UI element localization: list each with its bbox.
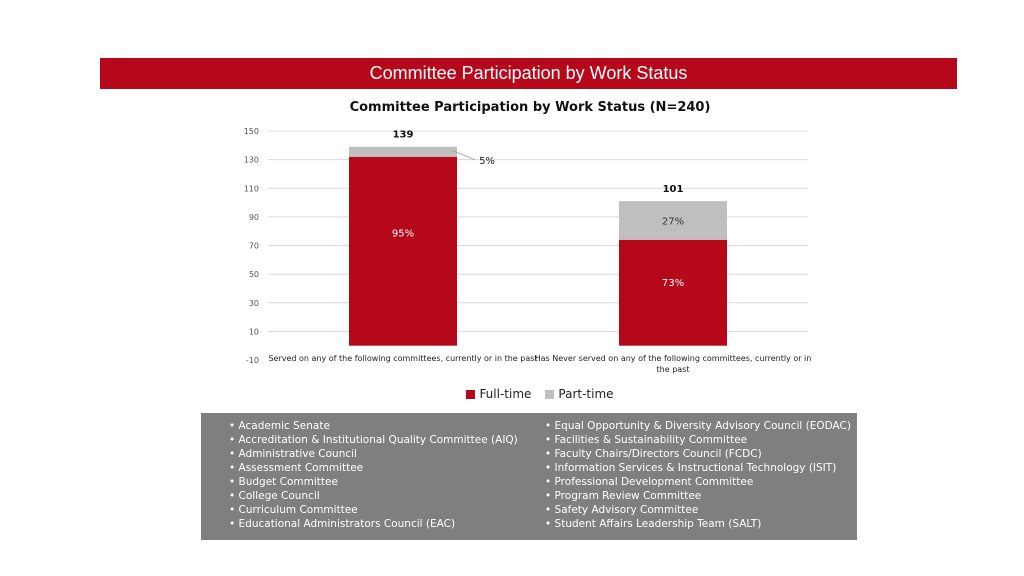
- y-tick-label: 10: [249, 327, 259, 336]
- legend-swatch-part-time: [545, 389, 555, 399]
- y-tick-label: 130: [244, 156, 259, 165]
- committee-item: Accreditation & Institutional Quality Co…: [229, 433, 518, 447]
- chart-legend: Full-time Part-time: [440, 387, 640, 401]
- chart-title: Committee Participation by Work Status (…: [349, 100, 711, 115]
- data-label: 5%: [479, 156, 495, 167]
- committee-item: Equal Opportunity & Diversity Advisory C…: [545, 419, 851, 433]
- y-tick-label: 110: [244, 184, 259, 193]
- total-label: 101: [663, 184, 684, 195]
- bar-segment-full-time: [619, 239, 727, 346]
- legend-swatch-full-time: [466, 389, 476, 399]
- label-leader-line: [452, 150, 476, 161]
- data-label: 27%: [662, 216, 684, 227]
- committee-item: Curriculum Committee: [229, 503, 518, 517]
- committee-item: Educational Administrators Council (EAC): [229, 517, 518, 531]
- banner-title: Committee Participation by Work Status: [369, 63, 688, 83]
- y-tick-label: 90: [249, 213, 259, 222]
- bar-segment-full-time: [349, 156, 457, 346]
- legend-label-part-time: Part-time: [558, 387, 614, 401]
- committee-column-left: Academic Senate Accreditation & Institut…: [229, 419, 518, 531]
- committee-list-panel: Academic Senate Accreditation & Institut…: [201, 413, 857, 540]
- committee-item: Student Affairs Leadership Team (SALT): [545, 517, 851, 531]
- committee-item: Program Review Committee: [545, 489, 851, 503]
- data-label: 73%: [662, 278, 684, 289]
- stacked-bar-chart: -10 10 30 50 70 90 110 130 150 95% 5% 139 Served on …: [244, 127, 812, 374]
- committee-column-right: Equal Opportunity & Diversity Advisory C…: [545, 419, 851, 531]
- total-label: 139: [393, 130, 414, 141]
- x-category-label: Served on any of the following committee…: [268, 354, 537, 363]
- committee-item: College Council: [229, 489, 518, 503]
- committee-item: Academic Senate: [229, 419, 518, 433]
- data-label: 95%: [392, 228, 414, 239]
- y-tick-label: 30: [249, 299, 259, 308]
- committee-item: Information Services & Instructional Tec…: [545, 461, 851, 475]
- y-tick-label: 150: [244, 127, 259, 136]
- x-category-label: Has Never served on any of the following…: [535, 354, 812, 363]
- legend-item-part-time: Part-time: [545, 387, 614, 401]
- committee-item: Assessment Committee: [229, 461, 518, 475]
- legend-label-full-time: Full-time: [479, 387, 532, 401]
- y-tick-label: -10: [246, 356, 259, 365]
- y-tick-label: 70: [249, 242, 259, 251]
- header-banner: Committee Participation by Work Status: [100, 58, 957, 89]
- committee-item: Professional Development Committee: [545, 475, 851, 489]
- committee-item: Administrative Council: [229, 447, 518, 461]
- committee-item: Facilities & Sustainability Committee: [545, 433, 851, 447]
- y-tick-label: 50: [249, 270, 259, 279]
- bar-segment-part-time: [619, 201, 727, 240]
- committee-item: Safety Advisory Committee: [545, 503, 851, 517]
- committee-item: Faculty Chairs/Directors Council (FCDC): [545, 447, 851, 461]
- committee-item: Budget Committee: [229, 475, 518, 489]
- x-category-label: the past: [657, 365, 690, 374]
- legend-item-full-time: Full-time: [466, 387, 531, 401]
- bar-segment-part-time: [349, 146, 457, 157]
